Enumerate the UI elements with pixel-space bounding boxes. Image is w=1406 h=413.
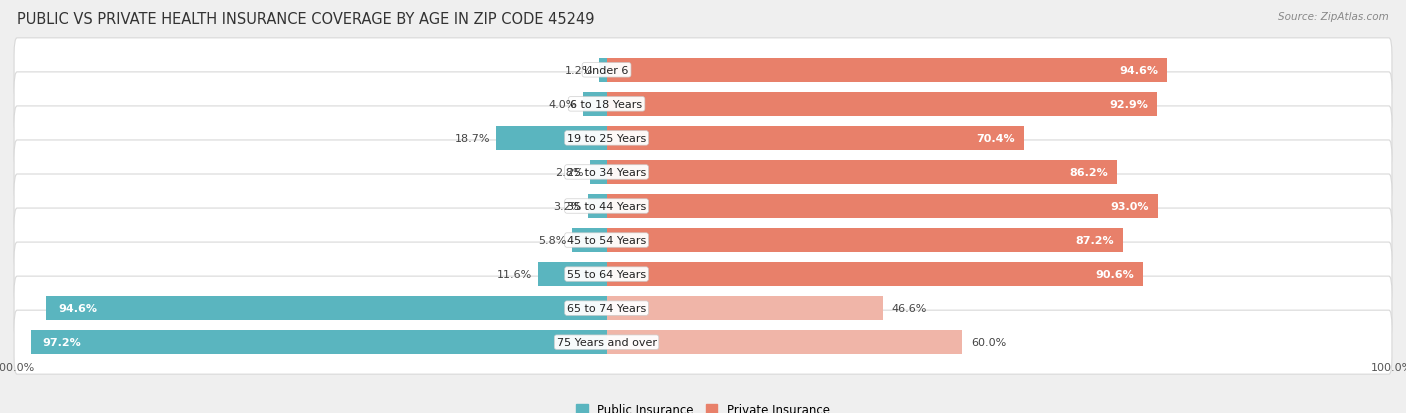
Text: 18.7%: 18.7%	[454, 133, 489, 144]
Bar	[538, 262, 606, 287]
Bar	[606, 330, 962, 354]
FancyBboxPatch shape	[14, 242, 1392, 306]
Text: 1.2%: 1.2%	[565, 66, 593, 76]
FancyBboxPatch shape	[14, 175, 1392, 238]
Text: 46.6%: 46.6%	[891, 304, 927, 313]
Text: 6 to 18 Years: 6 to 18 Years	[571, 100, 643, 109]
Text: 35 to 44 Years: 35 to 44 Years	[567, 202, 647, 211]
Text: 70.4%: 70.4%	[976, 133, 1015, 144]
Bar	[496, 126, 606, 151]
Text: 60.0%: 60.0%	[972, 337, 1007, 347]
Bar	[606, 228, 1123, 253]
Text: 2.8%: 2.8%	[555, 168, 583, 178]
Text: 19 to 25 Years: 19 to 25 Years	[567, 133, 647, 144]
Legend: Public Insurance, Private Insurance: Public Insurance, Private Insurance	[571, 398, 835, 413]
Text: 45 to 54 Years: 45 to 54 Years	[567, 235, 647, 245]
Bar	[606, 59, 1167, 83]
Text: 94.6%: 94.6%	[1119, 66, 1159, 76]
Bar	[572, 228, 606, 253]
Text: 97.2%: 97.2%	[42, 337, 82, 347]
Text: Source: ZipAtlas.com: Source: ZipAtlas.com	[1278, 12, 1389, 22]
Bar	[591, 160, 606, 185]
FancyBboxPatch shape	[14, 140, 1392, 204]
FancyBboxPatch shape	[14, 276, 1392, 340]
Text: PUBLIC VS PRIVATE HEALTH INSURANCE COVERAGE BY AGE IN ZIP CODE 45249: PUBLIC VS PRIVATE HEALTH INSURANCE COVER…	[17, 12, 595, 27]
FancyBboxPatch shape	[14, 73, 1392, 137]
Bar	[606, 296, 883, 320]
Text: 65 to 74 Years: 65 to 74 Years	[567, 304, 647, 313]
Text: 92.9%: 92.9%	[1109, 100, 1149, 109]
Text: Under 6: Under 6	[585, 66, 628, 76]
FancyBboxPatch shape	[14, 107, 1392, 171]
Bar	[588, 194, 606, 219]
Text: 25 to 34 Years: 25 to 34 Years	[567, 168, 647, 178]
Bar	[599, 59, 606, 83]
Bar	[46, 296, 606, 320]
Text: 3.2%: 3.2%	[554, 202, 582, 211]
Text: 11.6%: 11.6%	[496, 269, 531, 280]
FancyBboxPatch shape	[14, 39, 1392, 102]
Bar	[583, 93, 606, 117]
Text: 87.2%: 87.2%	[1076, 235, 1115, 245]
Bar	[606, 262, 1143, 287]
Text: 90.6%: 90.6%	[1095, 269, 1135, 280]
FancyBboxPatch shape	[14, 209, 1392, 273]
Text: 94.6%: 94.6%	[58, 304, 97, 313]
Text: 4.0%: 4.0%	[548, 100, 576, 109]
FancyBboxPatch shape	[14, 311, 1392, 374]
Bar	[606, 126, 1024, 151]
Text: 75 Years and over: 75 Years and over	[557, 337, 657, 347]
Text: 55 to 64 Years: 55 to 64 Years	[567, 269, 647, 280]
Bar	[606, 160, 1118, 185]
Text: 93.0%: 93.0%	[1111, 202, 1149, 211]
Text: 5.8%: 5.8%	[538, 235, 567, 245]
Bar	[31, 330, 606, 354]
Bar	[606, 93, 1157, 117]
Text: 86.2%: 86.2%	[1070, 168, 1108, 178]
Bar	[606, 194, 1157, 219]
